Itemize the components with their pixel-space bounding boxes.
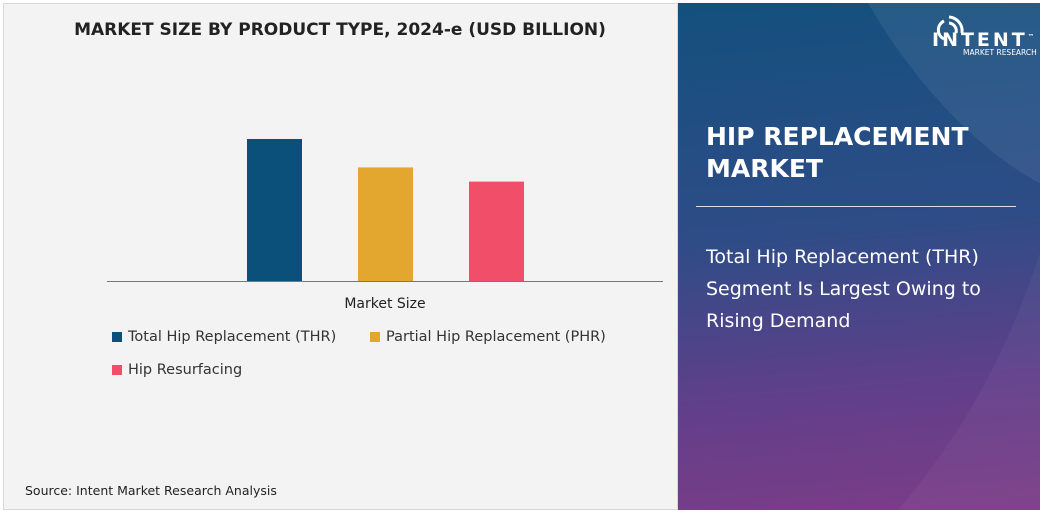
legend-label: Total Hip Replacement (THR) (128, 329, 337, 345)
info-panel: INTENT™ MARKET RESEARCH HIP REPLACEMENT … (678, 3, 1040, 510)
bar-2 (358, 167, 413, 281)
legend-item-phr: Partial Hip Replacement (PHR) (370, 329, 606, 345)
chart-title: MARKET SIZE BY PRODUCT TYPE, 2024-e (USD… (74, 20, 606, 40)
bar-1 (247, 139, 302, 281)
decorative-curve (868, 3, 1040, 510)
market-title: HIP REPLACEMENT MARKET (706, 122, 969, 183)
logo-tm: ™ (1027, 33, 1037, 41)
logo-subtitle: MARKET RESEARCH (963, 48, 1037, 57)
key-insight: Total Hip Replacement (THR) Segment Is L… (706, 246, 981, 332)
x-axis-label: Market Size (344, 296, 426, 312)
legend-item-resurfacing: Hip Resurfacing (112, 362, 242, 378)
bar-3 (469, 181, 524, 281)
bar-chart (107, 139, 663, 282)
chart-panel (3, 3, 678, 510)
legend-item-thr: Total Hip Replacement (THR) (112, 329, 336, 345)
divider (696, 206, 1016, 207)
signal-icon (936, 15, 964, 41)
legend-label: Hip Resurfacing (128, 362, 243, 378)
legend-label: Partial Hip Replacement (PHR) (386, 329, 606, 345)
source-note: Source: Intent Market Research Analysis (25, 483, 277, 498)
legend-swatch (112, 332, 122, 342)
logo-brand: INTENT (932, 29, 1028, 51)
intent-logo: INTENT™ MARKET RESEARCH (932, 15, 1037, 57)
legend-swatch (370, 332, 380, 342)
legend-swatch (112, 365, 122, 375)
